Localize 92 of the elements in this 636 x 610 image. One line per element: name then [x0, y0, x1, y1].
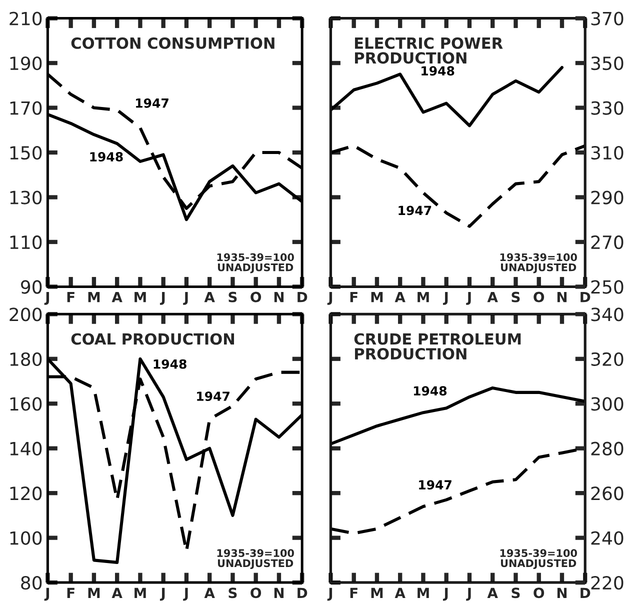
y-tick-label: 160 — [10, 397, 42, 411]
x-tick-label: A — [112, 292, 122, 302]
x-tick-label: S — [512, 588, 520, 598]
x-tick-label: N — [557, 588, 567, 598]
annotation: 1935-39=100 UNADJUSTED — [217, 253, 294, 274]
y2-tick-label: 260 — [591, 486, 624, 500]
x-tick-label: D — [580, 292, 590, 302]
x-tick-label: D — [580, 588, 590, 598]
y2-tick-label: 240 — [591, 531, 624, 545]
x-tick-label: S — [228, 292, 237, 302]
y2-tick-label: 300 — [591, 397, 624, 411]
x-tick-label: J — [160, 588, 165, 601]
x-tick-label: O — [250, 588, 262, 598]
x-tick-label: J — [327, 588, 332, 601]
y-tick-label: 100 — [10, 531, 42, 545]
x-tick-label: F — [350, 588, 358, 598]
y2-tick-label: 280 — [591, 442, 624, 456]
y2-tick-label: 250 — [591, 280, 624, 294]
x-tick-label: O — [534, 292, 544, 302]
y-tick-label: 130 — [10, 190, 42, 204]
y-tick-label: 80 — [21, 576, 42, 590]
y2-tick-label: 290 — [591, 190, 624, 204]
annotation: 1935-39=100 UNADJUSTED — [217, 549, 294, 570]
y-tick-label: 110 — [10, 235, 42, 250]
y2-tick-label: 270 — [591, 235, 624, 250]
x-tick-label: N — [557, 292, 567, 302]
x-tick-label: M — [371, 292, 383, 302]
x-tick-label: J — [44, 292, 50, 305]
x-tick-label: J — [442, 292, 448, 305]
x-tick-label: J — [160, 292, 165, 305]
annotation: 1935-39=100 UNADJUSTED — [500, 253, 577, 274]
annotation: 1935-39=100 UNADJUSTED — [500, 549, 577, 570]
x-tick-label: O — [250, 292, 262, 302]
x-tick-label: J — [183, 588, 188, 601]
y2-tick-label: 310 — [591, 146, 624, 160]
y-tick-label: 180 — [10, 352, 42, 366]
x-tick-label: M — [88, 292, 100, 302]
x-tick-label: J — [442, 588, 448, 601]
y2-tick-label: 350 — [591, 56, 624, 70]
x-tick-label: A — [204, 588, 215, 598]
x-tick-label: S — [228, 588, 237, 598]
y-tick-label: 140 — [10, 442, 42, 456]
x-tick-label: J — [327, 292, 332, 305]
y-tick-label: 190 — [10, 56, 42, 70]
y-tick-label: 200 — [10, 308, 42, 322]
x-tick-label: A — [394, 588, 406, 598]
x-tick-label: A — [487, 292, 498, 302]
series-label: 1948 — [422, 66, 454, 76]
text: COTTON CONSUMPTION — [71, 37, 274, 49]
series-label: 1947 — [136, 98, 168, 108]
x-tick-label: D — [298, 292, 308, 302]
x-tick-label: M — [371, 588, 383, 598]
x-tick-label: M — [88, 588, 100, 598]
x-tick-label: M — [134, 292, 146, 302]
series-label: 1947 — [398, 206, 432, 216]
y-tick-label: 90 — [21, 280, 42, 294]
x-tick-label: F — [67, 588, 74, 598]
y2-tick-label: 370 — [591, 12, 624, 26]
x-tick-label: A — [204, 292, 215, 302]
x-tick-label: D — [298, 588, 308, 598]
x-tick-label: A — [112, 588, 122, 598]
x-tick-label: J — [466, 292, 471, 305]
series-label: 1948 — [414, 386, 447, 396]
y2-tick-label: 340 — [591, 308, 624, 322]
y-tick-label: 210 — [10, 12, 42, 26]
x-tick-label: M — [418, 292, 429, 302]
y-tick-label: 120 — [10, 486, 42, 500]
text: CRUDE PETROLEUM PRODUCTION — [354, 333, 521, 360]
series-label: 1948 — [90, 152, 123, 162]
y-tick-label: 170 — [10, 101, 42, 115]
x-tick-label: F — [67, 292, 74, 302]
y2-tick-label: 330 — [591, 101, 624, 115]
y2-tick-label: 320 — [591, 352, 624, 366]
x-tick-label: M — [418, 588, 429, 598]
text: ELECTRIC POWER PRODUCTION — [355, 37, 503, 64]
x-tick-label: N — [274, 588, 284, 598]
series-label: 1947 — [197, 392, 230, 401]
x-tick-label: F — [350, 292, 358, 302]
series-label: 1947 — [419, 480, 452, 490]
x-tick-label: J — [183, 292, 188, 305]
series-label: 1948 — [154, 359, 186, 369]
x-tick-label: J — [44, 588, 50, 601]
text: COAL PRODUCTION — [71, 333, 234, 345]
y-tick-label: 150 — [10, 146, 42, 160]
x-tick-label: N — [274, 292, 284, 302]
x-tick-label: J — [466, 588, 471, 601]
x-tick-label: O — [534, 588, 544, 598]
y2-tick-label: 220 — [591, 576, 624, 590]
x-tick-label: A — [487, 588, 498, 598]
x-tick-label: A — [394, 292, 406, 302]
x-tick-label: S — [512, 292, 520, 302]
x-tick-label: M — [134, 588, 146, 598]
